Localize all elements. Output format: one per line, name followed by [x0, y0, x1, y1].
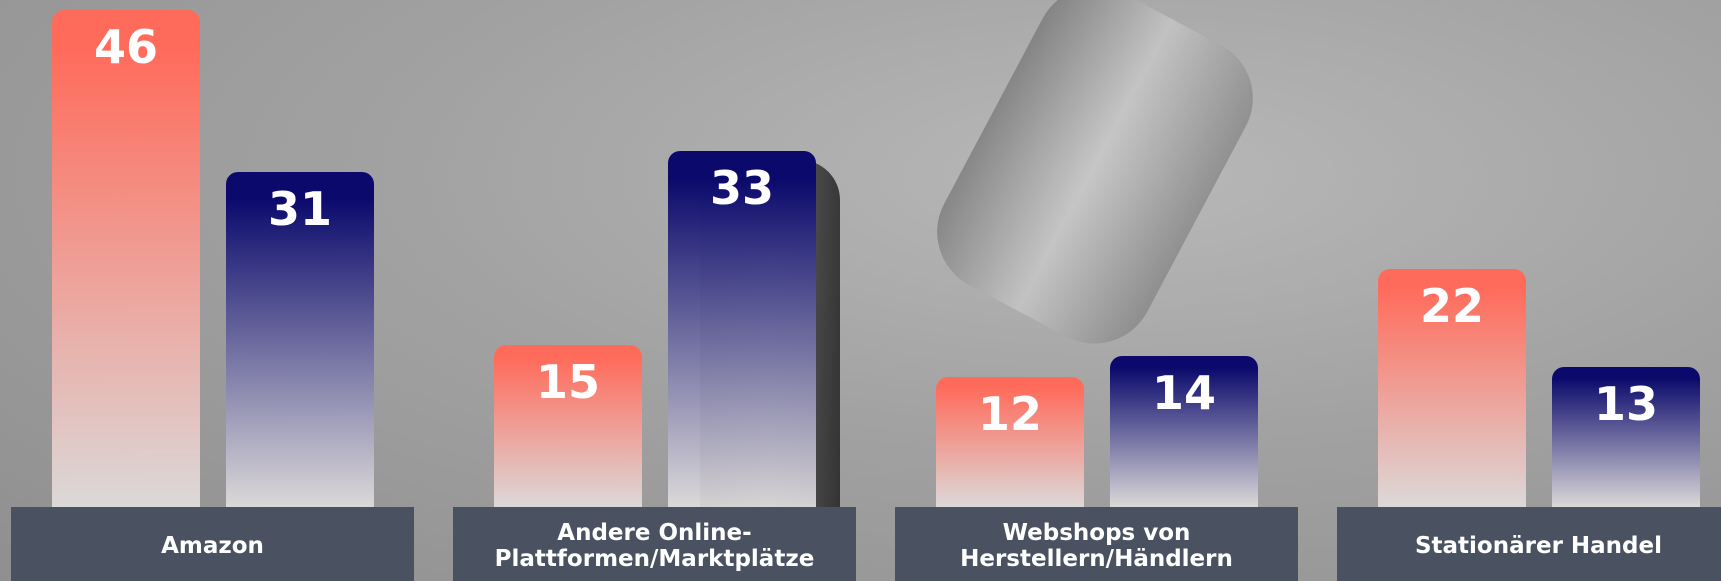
bar	[1378, 269, 1526, 507]
category-label: Webshops von Herstellern/Händlern	[895, 507, 1298, 581]
bar	[936, 377, 1084, 507]
value-label: 14	[1151, 365, 1216, 420]
bar	[226, 172, 374, 507]
bar	[1110, 355, 1258, 507]
value-label: 46	[93, 20, 158, 75]
bar	[494, 345, 642, 507]
value-label: 31	[267, 182, 332, 237]
value-label: 22	[1419, 279, 1484, 334]
value-label: 15	[535, 355, 600, 409]
category-label: Andere Online-Plattformen/Marktplätze	[453, 507, 856, 581]
category-label: Amazon	[11, 507, 414, 581]
category-label: Stationärer Handel	[1337, 507, 1721, 581]
value-label: 12	[977, 387, 1042, 442]
value-label: 13	[1593, 376, 1658, 431]
bar	[668, 150, 816, 507]
background-piece	[915, 0, 1275, 365]
bar	[1552, 366, 1700, 507]
value-label: 33	[709, 160, 774, 215]
bar	[52, 10, 200, 507]
